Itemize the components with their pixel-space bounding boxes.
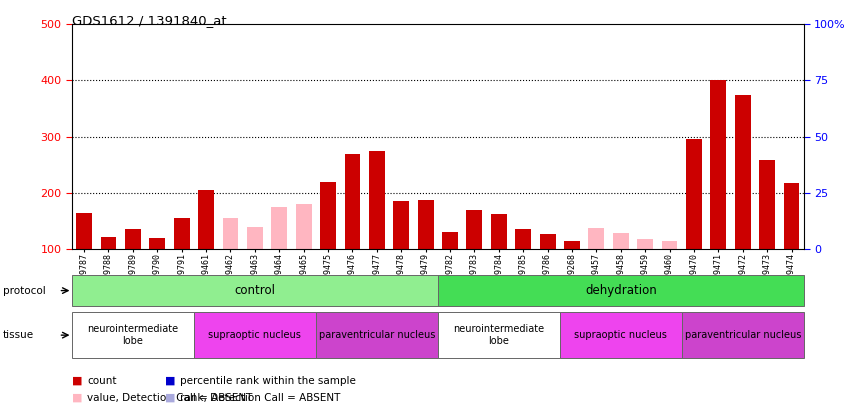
Bar bbox=[682, 312, 804, 358]
Bar bbox=[442, 232, 458, 305]
Bar bbox=[101, 237, 117, 305]
Bar bbox=[194, 312, 316, 358]
Text: supraoptic nucleus: supraoptic nucleus bbox=[574, 330, 667, 340]
Bar bbox=[150, 238, 165, 305]
Bar bbox=[564, 241, 580, 305]
Text: paraventricular nucleus: paraventricular nucleus bbox=[684, 330, 801, 340]
Bar bbox=[72, 312, 194, 358]
Text: supraoptic nucleus: supraoptic nucleus bbox=[208, 330, 301, 340]
Text: dehydration: dehydration bbox=[585, 284, 656, 297]
Bar bbox=[437, 275, 804, 306]
Text: protocol: protocol bbox=[3, 286, 46, 296]
Bar bbox=[296, 204, 311, 305]
Bar bbox=[316, 312, 438, 358]
Text: percentile rank within the sample: percentile rank within the sample bbox=[180, 376, 356, 386]
Bar bbox=[173, 218, 190, 305]
Text: neurointermediate
lobe: neurointermediate lobe bbox=[453, 324, 544, 346]
Bar bbox=[437, 312, 560, 358]
Text: value, Detection Call = ABSENT: value, Detection Call = ABSENT bbox=[87, 393, 252, 403]
Text: neurointermediate
lobe: neurointermediate lobe bbox=[87, 324, 179, 346]
Bar bbox=[560, 312, 682, 358]
Bar bbox=[393, 201, 409, 305]
Bar bbox=[735, 94, 750, 305]
Bar bbox=[125, 229, 140, 305]
Bar bbox=[369, 151, 385, 305]
Bar bbox=[759, 160, 775, 305]
Text: ■: ■ bbox=[165, 393, 175, 403]
Bar bbox=[515, 229, 531, 305]
Bar bbox=[76, 213, 92, 305]
Bar bbox=[466, 210, 482, 305]
Bar bbox=[686, 139, 702, 305]
Bar bbox=[540, 234, 556, 305]
Text: paraventricular nucleus: paraventricular nucleus bbox=[319, 330, 435, 340]
Bar bbox=[272, 207, 287, 305]
Bar bbox=[72, 275, 437, 306]
Bar bbox=[662, 241, 678, 305]
Bar bbox=[783, 183, 799, 305]
Text: rank, Detection Call = ABSENT: rank, Detection Call = ABSENT bbox=[180, 393, 341, 403]
Bar bbox=[320, 181, 336, 305]
Text: count: count bbox=[87, 376, 117, 386]
Bar bbox=[418, 200, 433, 305]
Bar bbox=[589, 228, 604, 305]
Text: ■: ■ bbox=[72, 376, 82, 386]
Bar bbox=[637, 239, 653, 305]
Bar bbox=[247, 226, 263, 305]
Text: GDS1612 / 1391840_at: GDS1612 / 1391840_at bbox=[72, 14, 227, 27]
Text: ■: ■ bbox=[165, 376, 175, 386]
Bar bbox=[344, 153, 360, 305]
Bar bbox=[491, 214, 507, 305]
Bar bbox=[613, 233, 629, 305]
Bar bbox=[711, 81, 726, 305]
Text: tissue: tissue bbox=[3, 330, 34, 340]
Bar bbox=[222, 218, 239, 305]
Text: control: control bbox=[234, 284, 275, 297]
Text: ■: ■ bbox=[72, 393, 82, 403]
Bar bbox=[198, 190, 214, 305]
